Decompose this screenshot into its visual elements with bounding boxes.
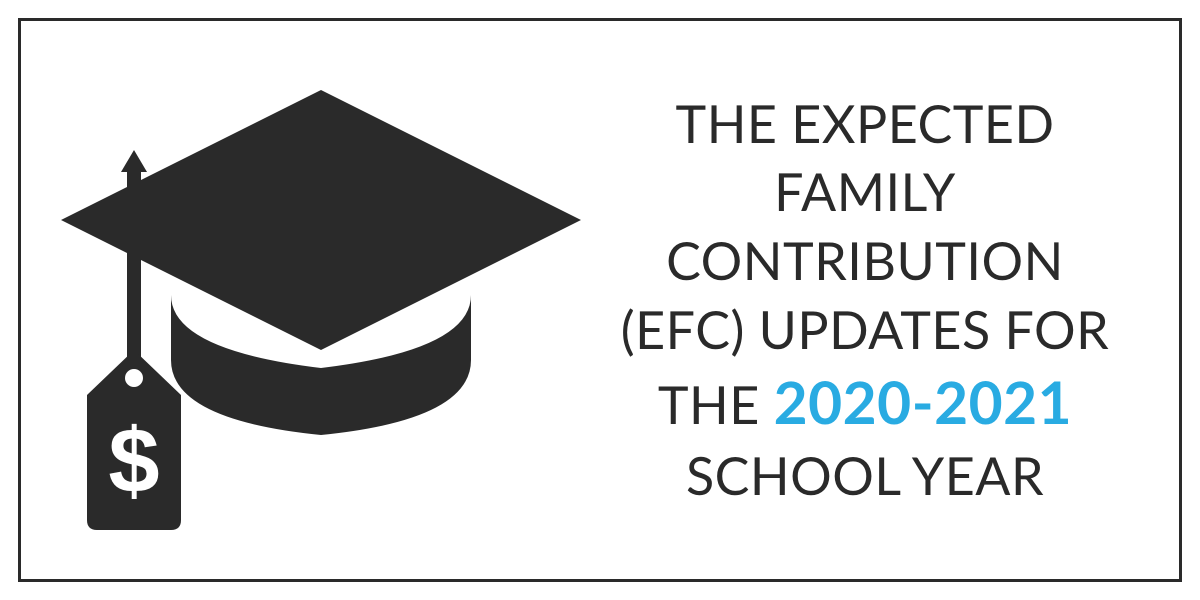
- headline-line-1: THE EXPECTED: [591, 90, 1139, 159]
- headline-line-6: SCHOOL YEAR: [591, 442, 1139, 511]
- headline-the: THE: [658, 374, 774, 436]
- headline-text: THE EXPECTED FAMILY CONTRIBUTION (EFC) U…: [591, 90, 1139, 511]
- headline-line-2: FAMILY: [591, 158, 1139, 227]
- headline-year: 2020-2021: [774, 367, 1073, 437]
- dollar-sign: $: [108, 410, 159, 512]
- infographic-frame: $ THE EXPECTED FAMILY CONTRIBUTION (EFC)…: [18, 18, 1182, 582]
- price-tag-icon: $: [87, 350, 181, 530]
- tassel-top: [121, 150, 147, 172]
- tag-hole: [125, 369, 143, 387]
- graduation-cap-icon: $: [51, 41, 591, 559]
- headline-line-3: CONTRIBUTION: [591, 227, 1139, 296]
- headline-line-4: (EFC) UPDATES FOR: [591, 296, 1139, 365]
- tassel-cord: [127, 168, 141, 368]
- headline-line-5: THE 2020-2021: [591, 364, 1139, 441]
